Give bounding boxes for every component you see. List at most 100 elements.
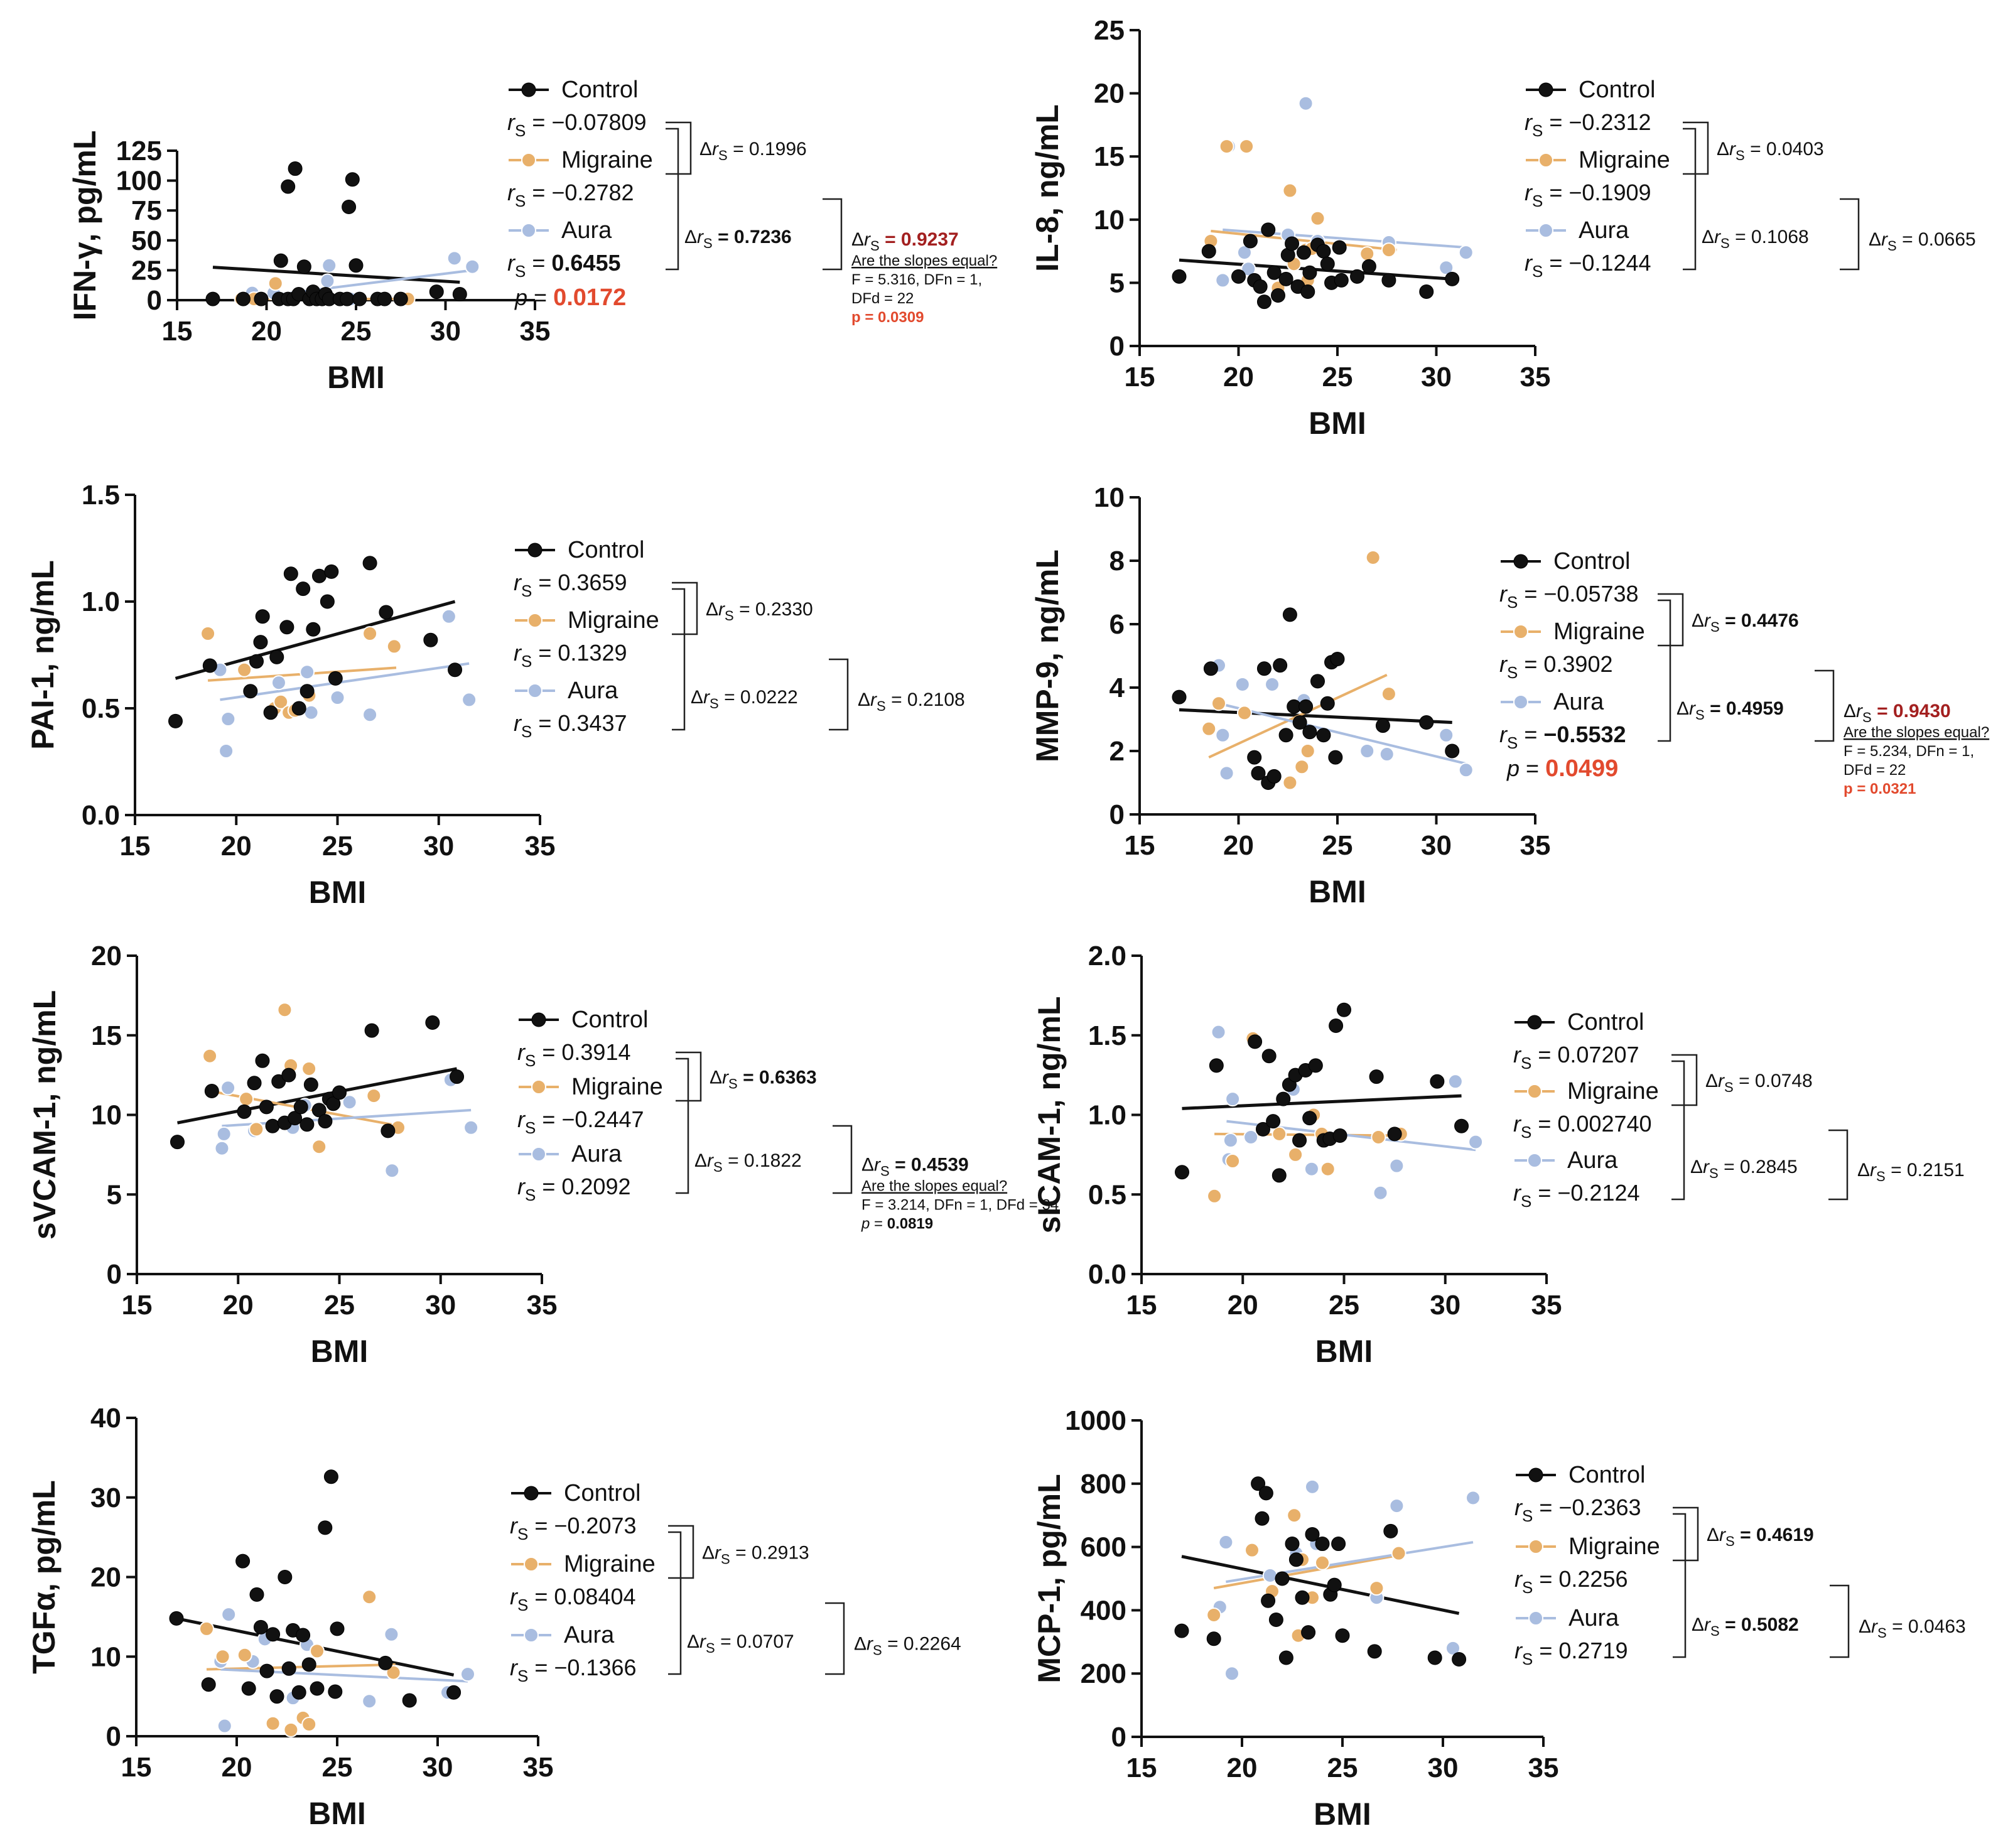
y-tick-label: 25 bbox=[131, 255, 162, 286]
data-point-aura bbox=[384, 1626, 399, 1642]
data-point-control bbox=[1383, 1523, 1398, 1538]
data-point-aura bbox=[220, 711, 236, 727]
data-point-migraine bbox=[237, 1647, 252, 1663]
x-tick-label: 30 bbox=[423, 1752, 453, 1783]
data-point-control bbox=[1320, 256, 1335, 271]
data-point-control bbox=[1275, 1571, 1290, 1586]
data-point-control bbox=[249, 654, 264, 669]
data-point-aura bbox=[446, 251, 462, 266]
data-point-migraine bbox=[1371, 1129, 1386, 1145]
data-point-aura bbox=[463, 1120, 479, 1135]
legend-marker-aura bbox=[531, 1147, 546, 1162]
comparison-bracket bbox=[668, 1531, 682, 1675]
data-point-control bbox=[201, 1677, 216, 1692]
y-tick-label: 1000 bbox=[1065, 1405, 1126, 1436]
legend-marker-migraine bbox=[524, 1557, 539, 1572]
data-point-aura bbox=[219, 743, 234, 759]
y-axis-label: sICAM-1, ng/mL bbox=[1032, 997, 1067, 1234]
data-point-control bbox=[1292, 1133, 1307, 1148]
x-axis-label: BMI bbox=[1309, 874, 1366, 909]
data-point-control bbox=[1256, 294, 1271, 310]
x-tick-label: 20 bbox=[222, 1752, 252, 1783]
y-axis-label: IFN-γ, pg/mL bbox=[67, 131, 102, 321]
slopes-note-p: p = 0.0309 bbox=[851, 309, 924, 326]
regression-line-aura bbox=[222, 1108, 472, 1128]
data-point-aura bbox=[1211, 1024, 1226, 1040]
data-point-control bbox=[1375, 718, 1390, 733]
x-tick-label: 15 bbox=[121, 1752, 152, 1783]
delta-rs-label: ΔrS = 0.2108 bbox=[858, 689, 965, 714]
data-point-control bbox=[296, 581, 311, 597]
data-point-control bbox=[1261, 1049, 1277, 1064]
legend-marker-aura bbox=[524, 1628, 539, 1643]
r-value-control: rS = −0.07809 bbox=[507, 109, 647, 140]
data-point-migraine bbox=[362, 1589, 377, 1605]
legend-marker-aura bbox=[1538, 223, 1553, 238]
data-point-control bbox=[402, 1693, 417, 1708]
y-tick-label: 15 bbox=[1094, 141, 1125, 172]
data-point-control bbox=[296, 1628, 311, 1643]
delta-rs-label: ΔrS = 0.4476 bbox=[1692, 610, 1799, 635]
data-point-control bbox=[1285, 1537, 1300, 1552]
data-point-control bbox=[291, 1685, 306, 1700]
data-point-control bbox=[265, 1118, 280, 1133]
data-point-migraine bbox=[273, 694, 289, 710]
data-point-migraine bbox=[310, 1643, 325, 1659]
legend-label-migraine: Migraine bbox=[1567, 1078, 1659, 1105]
p-value: p = 0.0499 bbox=[1506, 755, 1618, 782]
x-axis-label: BMI bbox=[311, 1334, 369, 1369]
r-value-migraine: rS = 0.1329 bbox=[514, 640, 627, 671]
data-point-control bbox=[300, 1117, 315, 1132]
legend-label-control: Control bbox=[568, 537, 645, 563]
data-point-control bbox=[1332, 240, 1347, 255]
legend-label-aura: Aura bbox=[571, 1141, 622, 1167]
data-point-migraine bbox=[1359, 246, 1375, 262]
y-tick-label: 10 bbox=[1094, 205, 1125, 235]
data-point-control bbox=[429, 284, 444, 300]
data-point-control bbox=[259, 1100, 274, 1115]
data-point-control bbox=[1271, 1168, 1287, 1183]
y-tick-label: 0 bbox=[1109, 799, 1125, 830]
data-point-control bbox=[1350, 269, 1364, 284]
data-point-control bbox=[1296, 245, 1311, 260]
data-point-aura bbox=[1466, 1490, 1481, 1506]
data-point-control bbox=[1367, 1644, 1382, 1659]
slopes-note-dfd: DFd = 22 bbox=[851, 290, 914, 307]
slopes-note-stats: F = 5.234, DFn = 1, bbox=[1844, 743, 1974, 760]
data-point-migraine bbox=[239, 1091, 254, 1107]
legend-marker-migraine bbox=[531, 1079, 546, 1094]
data-point-control bbox=[266, 1627, 281, 1642]
x-tick-label: 15 bbox=[120, 831, 151, 862]
y-axis-label: MCP-1, pg/mL bbox=[1032, 1474, 1067, 1683]
y-tick-label: 25 bbox=[1094, 15, 1125, 46]
delta-rs-label: ΔrS = 0.2151 bbox=[1857, 1160, 1965, 1184]
data-point-control bbox=[328, 1684, 343, 1699]
x-tick-label: 35 bbox=[1531, 1290, 1562, 1321]
r-value-control: rS = 0.3659 bbox=[514, 570, 627, 600]
delta-rs-label: ΔrS = 0.9430 bbox=[1844, 701, 1951, 725]
data-point-aura bbox=[1359, 743, 1375, 759]
chart-panel-mcp1: 15 20 25 30 35 0 200 400 600 800 1000 BMI MCP-1, pg/… bbox=[1032, 1405, 1966, 1832]
data-point-control bbox=[303, 1077, 318, 1092]
y-tick-label: 6 bbox=[1109, 609, 1125, 640]
legend-label-control: Control bbox=[1568, 1462, 1646, 1488]
data-point-migraine bbox=[202, 1048, 218, 1064]
data-point-aura bbox=[271, 675, 286, 691]
data-point-aura bbox=[1223, 1133, 1238, 1148]
comparison-bracket bbox=[1830, 1584, 1850, 1658]
delta-rs-label: ΔrS = 0.2264 bbox=[854, 1634, 961, 1658]
y-tick-label: 10 bbox=[1094, 482, 1125, 513]
data-point-aura bbox=[221, 1607, 237, 1623]
data-point-control bbox=[332, 1085, 347, 1100]
data-point-control bbox=[1261, 1593, 1276, 1608]
data-point-control bbox=[1278, 1650, 1293, 1665]
data-point-aura bbox=[465, 259, 480, 274]
data-point-control bbox=[1305, 1526, 1320, 1542]
data-point-control bbox=[296, 259, 311, 274]
data-point-control bbox=[310, 1681, 325, 1696]
comparison-bracket bbox=[829, 658, 849, 731]
data-point-aura bbox=[460, 1667, 475, 1682]
data-point-aura bbox=[217, 1718, 232, 1734]
delta-rs-label: ΔrS = 0.2845 bbox=[1690, 1157, 1798, 1181]
